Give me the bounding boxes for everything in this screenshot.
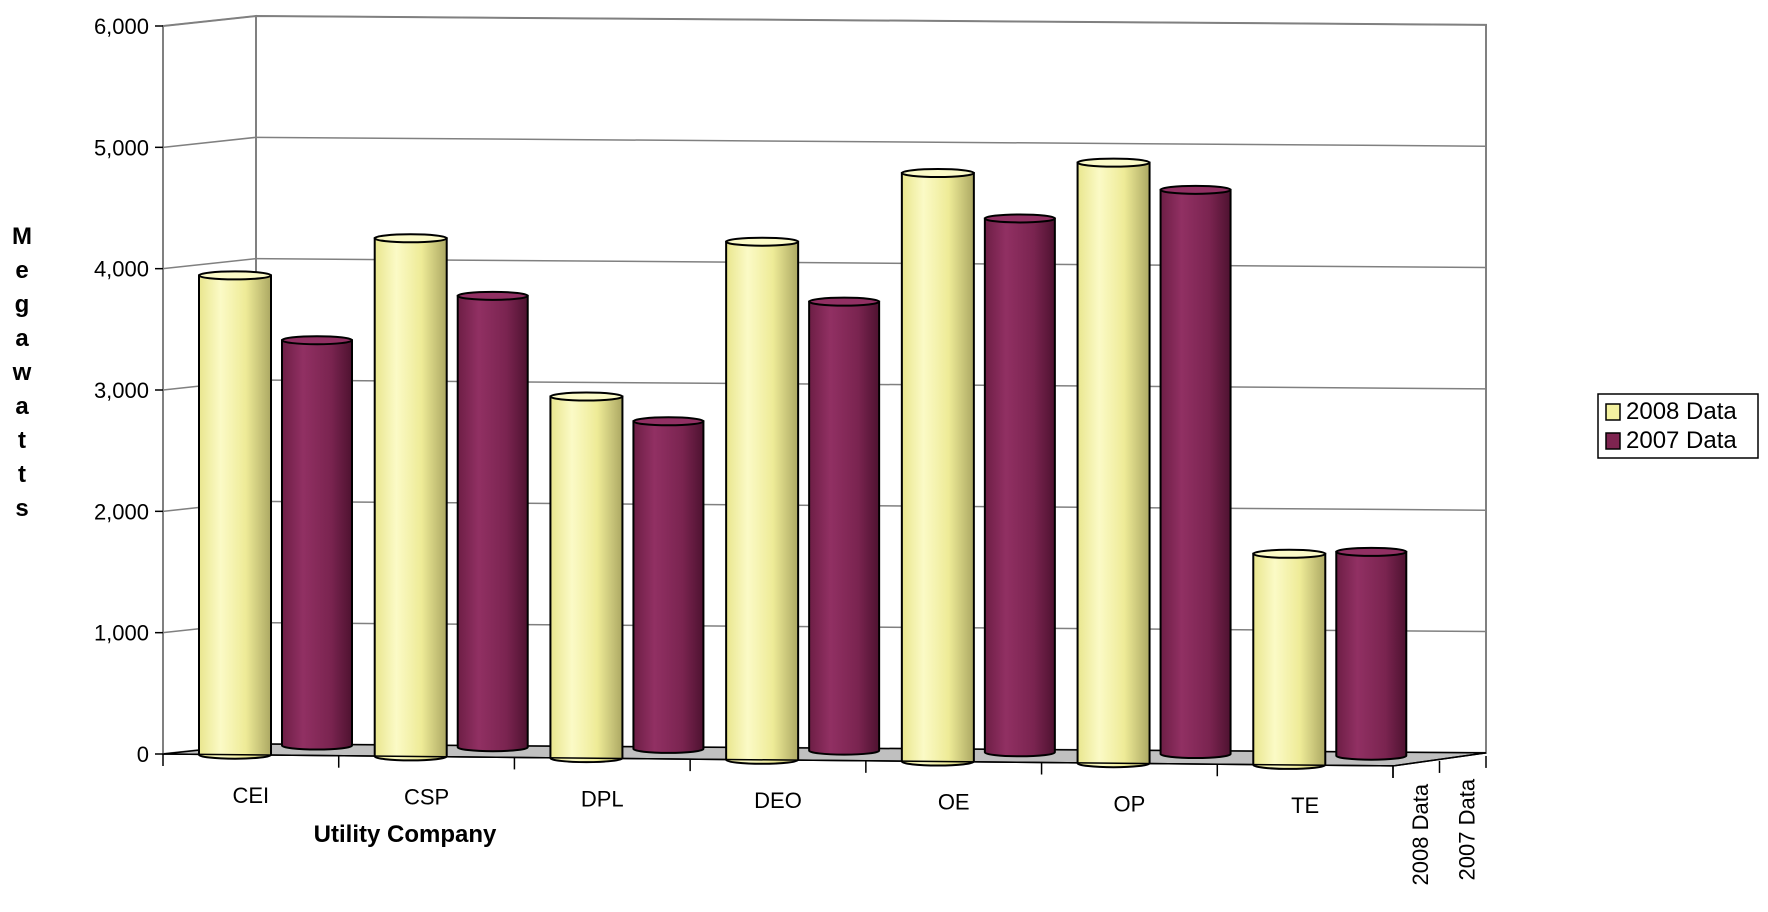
y-tick-labels: 0 1,000 2,000 3,000 4,000 5,000 6,000 — [94, 14, 163, 767]
x-tick-label-oe: OE — [938, 790, 970, 815]
x-tick-label-dpl: DPL — [581, 786, 624, 811]
gridline-side — [162, 257, 257, 270]
y-axis-title-letter: t — [18, 461, 26, 488]
y-axis-title-letter: M — [12, 223, 32, 250]
bar-op-2008-data — [1076, 157, 1151, 769]
y-axis-title-letter: w — [12, 359, 32, 386]
y-tick-label: 5,000 — [94, 135, 149, 160]
x-axis-title: Utility Company — [314, 821, 497, 848]
legend-label: 2007 Data — [1626, 427, 1737, 454]
bar-te-2007-data — [1335, 546, 1408, 761]
bar-dpl-2008-data — [549, 391, 624, 764]
gridline — [255, 15, 1487, 26]
bars — [198, 157, 1408, 770]
x-tick-label-deo: DEO — [754, 788, 802, 813]
legend-swatch — [1605, 403, 1621, 421]
bar-cei-2007-data — [281, 335, 353, 751]
x-tick-label-op: OP — [1114, 791, 1146, 816]
x-tick-labels: CEI CSP DPL DEO OE OP TE — [233, 783, 1320, 818]
y-tick-label: 1,000 — [94, 621, 149, 646]
gridline-side — [162, 136, 257, 149]
depth-tick-label: 2007 Data — [1455, 778, 1480, 880]
y-axis-title-letter: a — [15, 325, 29, 352]
depth-axis-line — [1392, 752, 1487, 767]
y-axis-title-letter: s — [15, 495, 28, 522]
y-tick-label: 6,000 — [94, 14, 149, 39]
y-tick-label: 2,000 — [94, 499, 149, 524]
bar-te-2008-data — [1252, 548, 1327, 770]
bar-cei-2008-data — [198, 270, 272, 760]
bar-deo-2007-data — [808, 296, 881, 756]
x-tick-label-csp: CSP — [404, 785, 449, 810]
x-axis-line — [162, 753, 1394, 767]
gridline-side — [162, 15, 257, 27]
y-tick-label: 3,000 — [94, 378, 149, 403]
y-axis-title-letter: g — [15, 291, 30, 318]
legend-box — [1597, 393, 1759, 459]
x-tick-label-cei: CEI — [233, 783, 270, 808]
bar-csp-2007-data — [456, 290, 529, 753]
y-tick-label: 0 — [137, 742, 149, 767]
bar-op-2007-data — [1159, 184, 1232, 760]
gridline — [255, 136, 1487, 147]
x-tick-label-te: TE — [1291, 793, 1319, 818]
bar-oe-2008-data — [900, 168, 975, 767]
y-axis-title-letter: e — [15, 257, 28, 284]
y-axis-title-letter: a — [15, 393, 29, 420]
depth-tick-labels: 2008 Data 2007 Data — [1408, 778, 1480, 885]
y-tick-label: 4,000 — [94, 257, 149, 282]
legend-label: 2008 Data — [1626, 398, 1737, 425]
legend-swatch — [1605, 432, 1621, 450]
bar-dpl-2007-data — [632, 416, 705, 754]
bar-csp-2008-data — [373, 233, 448, 762]
y-axis-title-letter: t — [18, 427, 26, 454]
bar-deo-2008-data — [725, 236, 800, 765]
bar-oe-2007-data — [983, 213, 1056, 758]
gridline — [255, 257, 1487, 269]
depth-tick-label: 2008 Data — [1408, 783, 1433, 885]
